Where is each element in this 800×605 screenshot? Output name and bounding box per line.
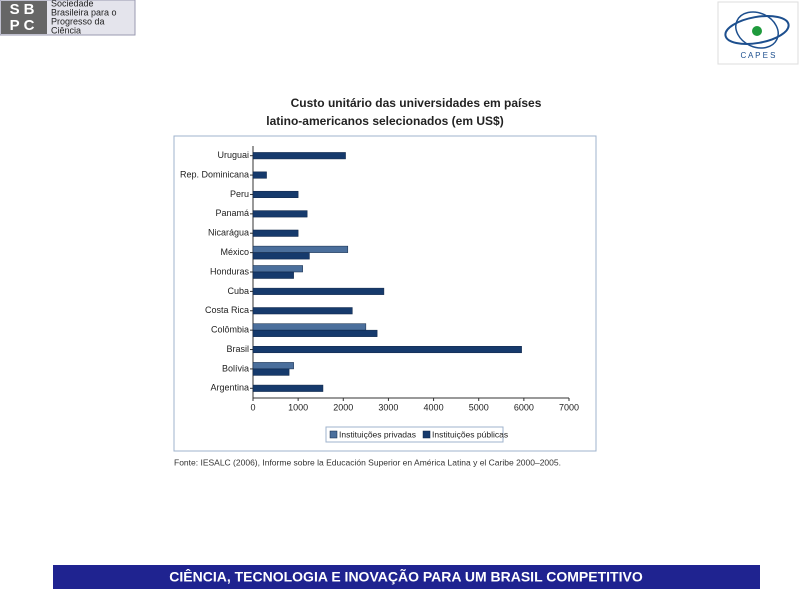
legend-swatch <box>422 430 431 439</box>
bar <box>252 307 353 315</box>
footer-bar <box>53 565 760 589</box>
bar <box>252 287 385 295</box>
bar <box>252 346 522 354</box>
y-tick-label: Costa Rica <box>205 305 249 315</box>
y-tick-label: Bolívia <box>222 363 249 373</box>
bar <box>252 329 378 337</box>
legend-swatch <box>329 430 338 439</box>
x-tick-label: 4000 <box>424 402 444 412</box>
bar <box>252 362 294 370</box>
bar <box>252 245 349 253</box>
legend-label: Instituições privadas <box>339 429 416 439</box>
logo-text: Brasileira para o <box>51 7 117 17</box>
source: Fonte: IESALC (2006), Informe sobre la E… <box>174 457 561 467</box>
x-tick-label: 1000 <box>288 402 308 412</box>
x-tick-label: 5000 <box>469 402 489 412</box>
y-tick-label: Nicarágua <box>208 228 249 238</box>
bar <box>252 171 267 179</box>
logo-text: Sociedade <box>51 0 94 8</box>
logo-right: C A P E S <box>717 1 799 65</box>
logo-abbr: SB <box>10 1 39 18</box>
bar <box>252 210 308 218</box>
logo-block <box>1 1 47 34</box>
y-tick-label: Uruguai <box>217 150 249 160</box>
logo-text: Ciência <box>51 25 81 35</box>
x-tick-label: 2000 <box>333 402 353 412</box>
chart-title: Custo unitário das universidades em país… <box>291 96 542 110</box>
y-tick-label: Rep. Dominicana <box>180 169 249 179</box>
y-tick-label: México <box>220 247 249 257</box>
bar <box>252 152 346 160</box>
bar <box>252 190 299 198</box>
legend-box <box>325 426 504 443</box>
y-tick-label: Colômbia <box>211 325 249 335</box>
footer-text: CIÊNCIA, TECNOLOGIA E INOVAÇÃO PARA UM B… <box>169 568 643 585</box>
y-tick-label: Brasil <box>226 344 249 354</box>
bar <box>252 384 324 392</box>
bar <box>252 252 310 260</box>
chart-frame <box>173 135 597 452</box>
bar <box>252 271 294 279</box>
y-tick-label: Cuba <box>227 286 249 296</box>
bar <box>252 368 290 376</box>
logo-text: C A P E S <box>741 51 776 60</box>
y-tick-label: Honduras <box>210 266 250 276</box>
logo-text: Progresso da <box>51 16 105 26</box>
y-tick-label: Argentina <box>210 383 249 393</box>
x-tick-label: 6000 <box>514 402 534 412</box>
x-tick-label: 3000 <box>378 402 398 412</box>
bar <box>252 265 303 273</box>
y-tick-label: Panamá <box>215 208 249 218</box>
bar <box>252 323 367 331</box>
chart-title: latino-americanos selecionados (em US$) <box>266 114 503 128</box>
y-tick-label: Peru <box>230 189 249 199</box>
bar <box>252 229 299 237</box>
x-tick-label: 7000 <box>559 402 579 412</box>
plot: 0 1000 2000 3000 4000 5000 6000 7000 Uruguai Rep.… <box>180 146 579 443</box>
x-tick-label: 0 <box>250 402 255 412</box>
legend-label: Instituições públicas <box>432 429 508 439</box>
logo-abbr: PC <box>10 17 39 34</box>
